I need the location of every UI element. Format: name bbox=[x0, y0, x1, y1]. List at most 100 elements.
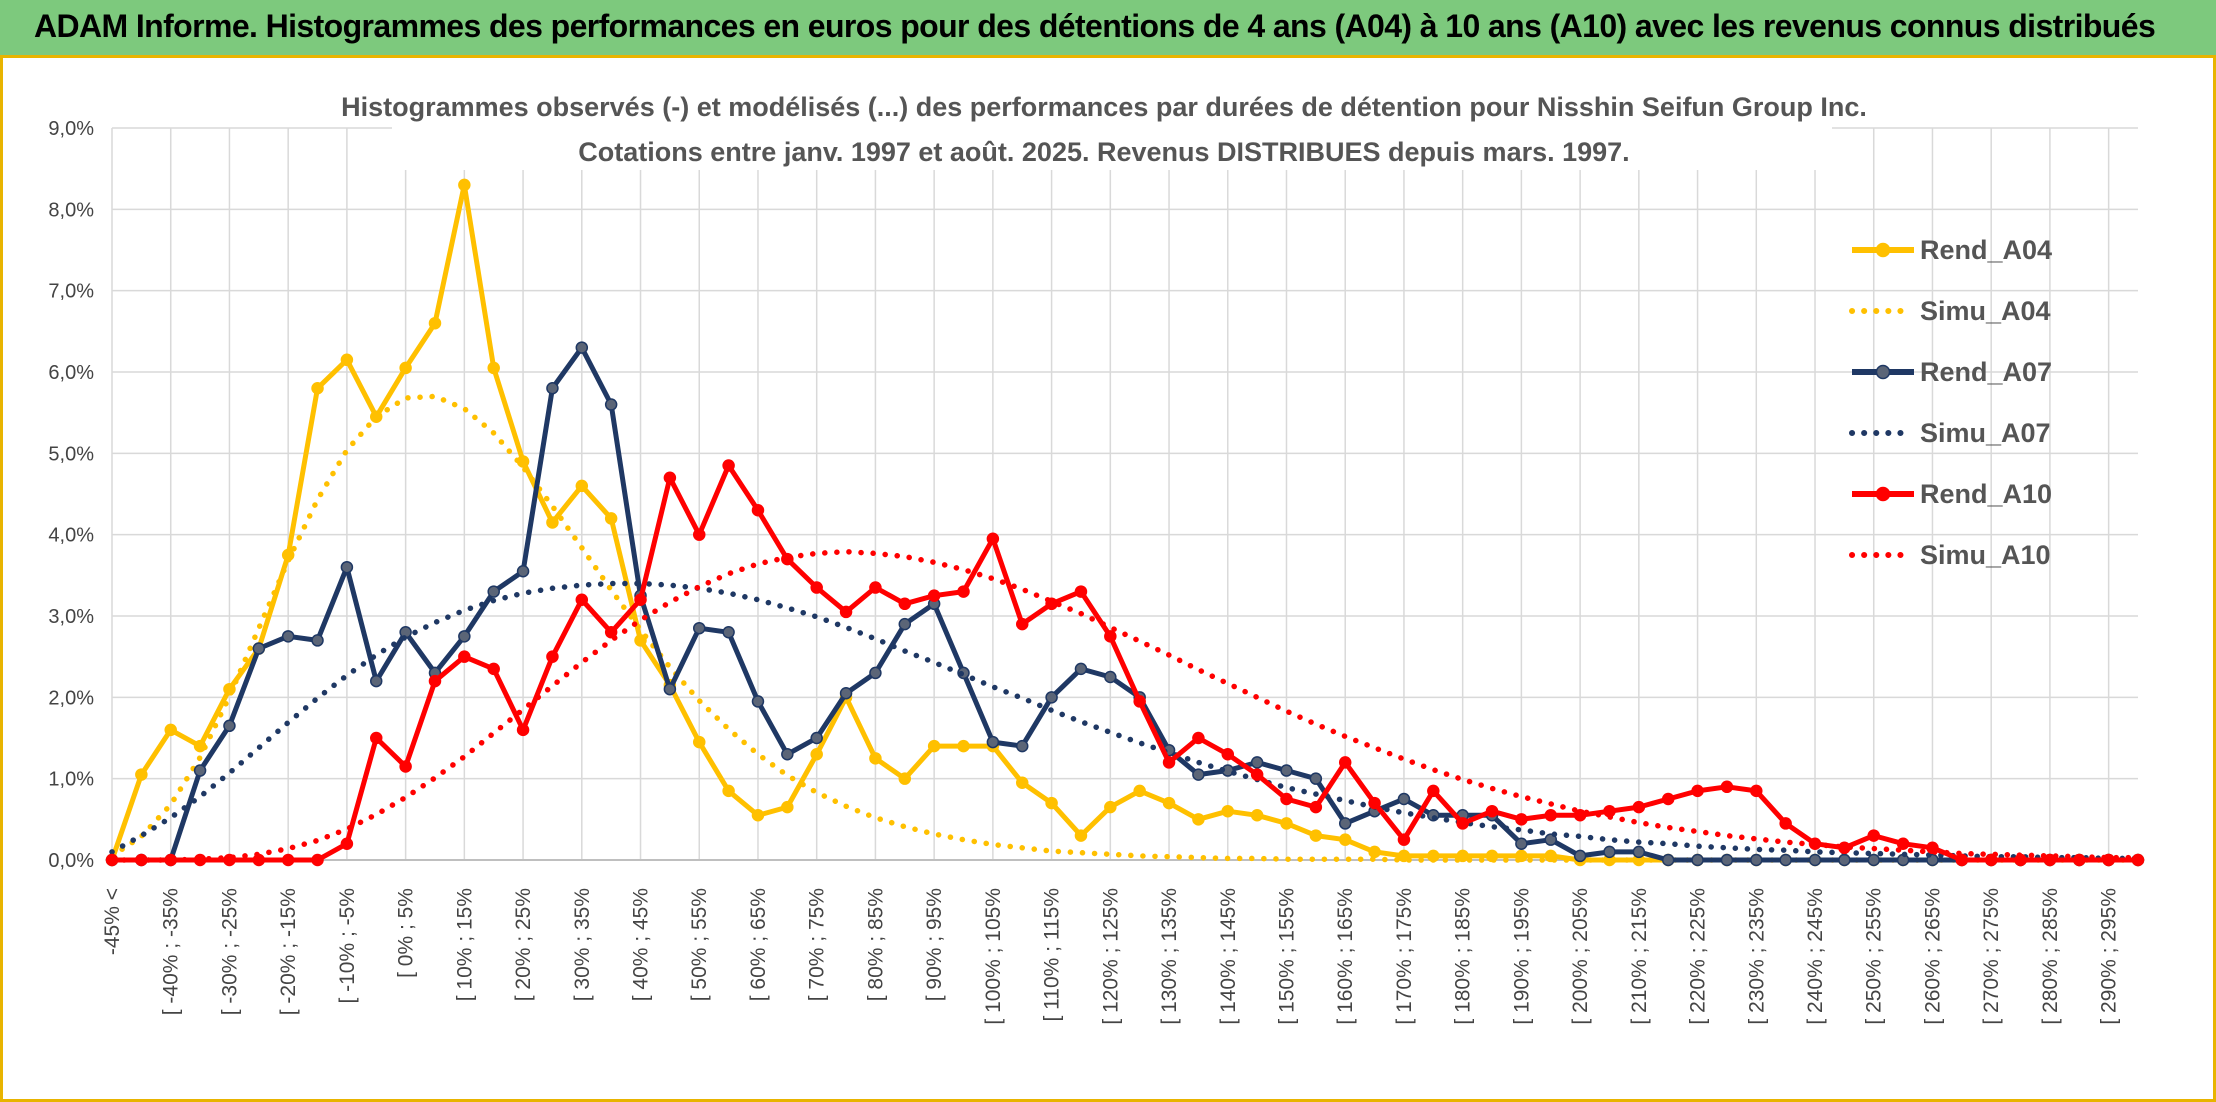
data-point bbox=[1515, 813, 1528, 826]
data-point bbox=[692, 735, 706, 749]
data-point bbox=[223, 719, 236, 733]
y-tick-label: 5,0% bbox=[48, 443, 94, 465]
data-point bbox=[1808, 853, 1822, 867]
data-point bbox=[1720, 853, 1734, 867]
legend-label: Rend_A10 bbox=[1920, 479, 2052, 509]
x-tick-label: [ 250% ; 255% bbox=[1863, 888, 1886, 1025]
data-point bbox=[1250, 756, 1264, 769]
data-point bbox=[1720, 780, 1734, 794]
data-point bbox=[957, 585, 970, 598]
data-point bbox=[1338, 833, 1352, 846]
data-point bbox=[516, 723, 530, 737]
x-tick-label: [ 10% ; 15% bbox=[453, 888, 476, 1001]
y-tick-label: 1,0% bbox=[48, 769, 94, 791]
data-point bbox=[370, 674, 383, 688]
data-point bbox=[1750, 784, 1763, 798]
x-tick-label: [ 80% ; 85% bbox=[864, 888, 887, 1001]
data-point bbox=[1397, 833, 1411, 846]
data-point bbox=[575, 341, 589, 354]
data-point bbox=[1984, 853, 1998, 867]
data-point bbox=[927, 739, 941, 753]
x-tick-label: [ 270% ; 275% bbox=[1980, 888, 2003, 1025]
data-point bbox=[135, 768, 148, 781]
gridlines bbox=[111, 127, 2138, 861]
legend-label: Rend_A04 bbox=[1920, 235, 2052, 265]
x-tick-label: [ 220% ; 225% bbox=[1687, 888, 1710, 1025]
data-point bbox=[458, 650, 471, 663]
data-point bbox=[399, 361, 412, 375]
data-point bbox=[1368, 796, 1381, 810]
legend-marker bbox=[1875, 242, 1891, 258]
x-tick-label: [ 40% ; 45% bbox=[630, 888, 653, 1001]
x-tick-label: -45% < bbox=[101, 888, 124, 955]
data-point bbox=[1427, 784, 1440, 798]
data-point bbox=[428, 674, 442, 688]
x-tick-label: [ 280% ; 285% bbox=[2039, 888, 2062, 1025]
legend-item: Simu_A10 bbox=[1849, 540, 2051, 570]
data-point bbox=[869, 581, 882, 594]
data-point bbox=[1309, 829, 1323, 842]
data-point bbox=[546, 516, 559, 529]
series-line bbox=[109, 182, 2138, 863]
x-tick-label: [ 30% ; 35% bbox=[571, 888, 594, 1001]
chart-frame bbox=[0, 58, 2216, 1102]
x-tick-label: [ 0% ; 5% bbox=[395, 888, 418, 978]
series-Simu_A04 bbox=[109, 393, 2141, 863]
data-point bbox=[634, 593, 647, 606]
header-banner: ADAM Informe. Histogrammes des performan… bbox=[0, 0, 2216, 58]
series-line bbox=[112, 345, 2138, 863]
x-tick-label: [ -30% ; -25% bbox=[218, 888, 241, 1015]
legend-item: Rend_A07 bbox=[1852, 357, 2052, 387]
legend-label: Simu_A10 bbox=[1920, 540, 2051, 570]
y-tick-label: 9,0% bbox=[48, 118, 94, 140]
data-point bbox=[1015, 776, 1029, 789]
x-tick-label: [ -20% ; -15% bbox=[277, 888, 300, 1015]
data-point bbox=[487, 361, 500, 375]
x-tick-label: [ 150% ; 155% bbox=[1275, 888, 1298, 1025]
data-point bbox=[1544, 809, 1558, 822]
data-point bbox=[1015, 617, 1029, 631]
data-point bbox=[751, 695, 765, 708]
data-point bbox=[692, 528, 706, 541]
x-tick-label: [ 260% ; 265% bbox=[1921, 888, 1944, 1025]
data-point bbox=[781, 748, 794, 761]
data-point bbox=[1485, 804, 1499, 818]
x-tick-label: [ 100% ; 105% bbox=[982, 888, 1005, 1025]
x-tick-label: [ 230% ; 235% bbox=[1745, 888, 1768, 1025]
y-tick-label: 6,0% bbox=[48, 362, 94, 384]
data-point bbox=[1867, 829, 1880, 842]
x-tick-label: [ 160% ; 165% bbox=[1334, 888, 1357, 1025]
x-tick-label: [ 70% ; 75% bbox=[806, 888, 829, 1001]
data-point bbox=[1104, 670, 1117, 684]
data-point bbox=[340, 353, 354, 367]
data-point bbox=[869, 666, 882, 680]
data-point bbox=[2043, 853, 2057, 867]
data-point bbox=[751, 809, 765, 822]
x-tick-label: [ 290% ; 295% bbox=[2098, 888, 2121, 1025]
series-line bbox=[112, 463, 2138, 863]
x-tick-label: [ 170% ; 175% bbox=[1393, 888, 1416, 1025]
legend-marker bbox=[1875, 364, 1891, 380]
data-point bbox=[575, 479, 589, 493]
data-point bbox=[986, 735, 1000, 749]
x-tick-label: [ 20% ; 25% bbox=[512, 888, 535, 1001]
data-point bbox=[370, 731, 383, 745]
data-point bbox=[1779, 853, 1792, 867]
legend-label: Simu_A04 bbox=[1920, 296, 2051, 326]
data-point bbox=[340, 837, 354, 850]
data-point bbox=[546, 382, 559, 395]
data-point bbox=[604, 398, 618, 411]
data-point bbox=[1074, 585, 1088, 598]
data-point bbox=[193, 764, 207, 777]
data-point bbox=[311, 634, 324, 647]
series-line bbox=[109, 580, 2141, 862]
data-point bbox=[1104, 800, 1117, 814]
x-tick-label: [ 110% ; 115% bbox=[1041, 888, 1064, 1021]
data-point bbox=[546, 650, 559, 663]
data-point bbox=[1691, 784, 1704, 798]
data-point bbox=[1221, 748, 1235, 761]
legend-label: Rend_A07 bbox=[1920, 357, 2052, 387]
legend-item: Rend_A10 bbox=[1852, 479, 2052, 509]
y-tick-label: 7,0% bbox=[48, 281, 94, 303]
y-tick-label: 2,0% bbox=[48, 687, 94, 709]
